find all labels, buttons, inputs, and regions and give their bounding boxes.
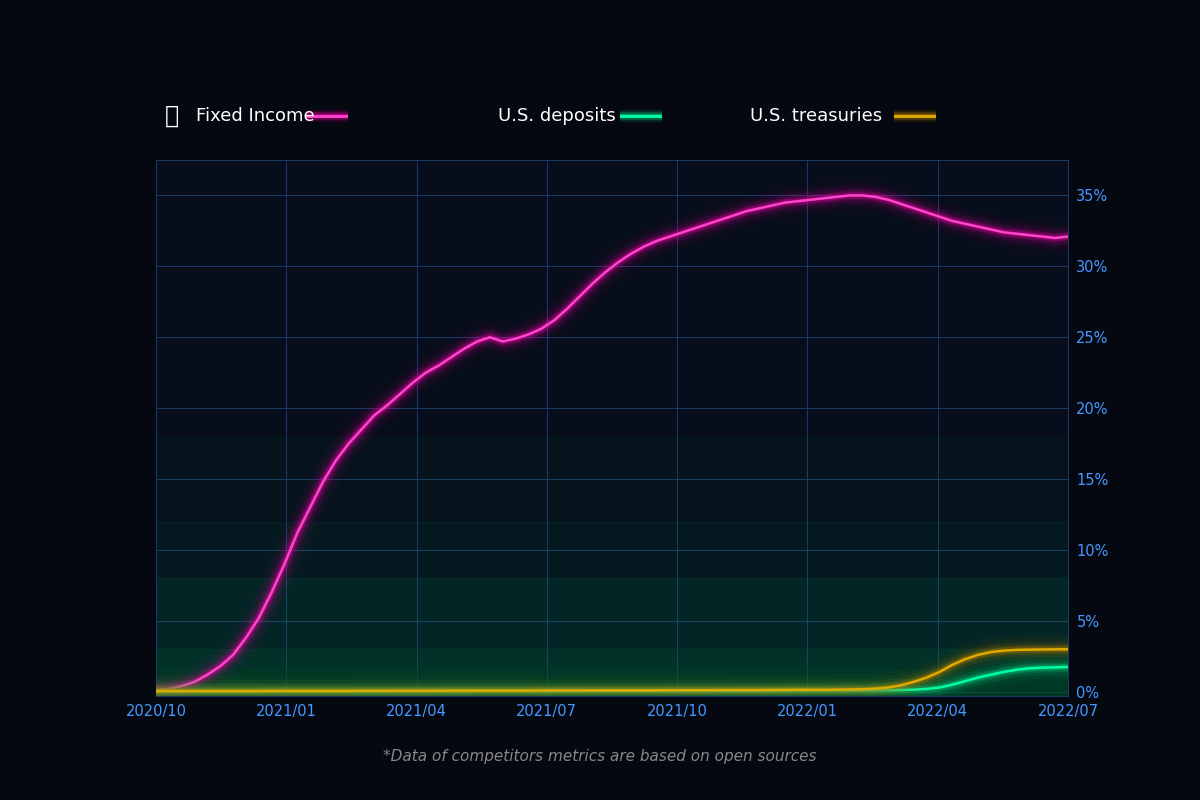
Text: U.S. treasuries: U.S. treasuries — [750, 107, 882, 125]
Text: Fixed Income: Fixed Income — [196, 107, 314, 125]
Text: Ⓢ: Ⓢ — [164, 104, 179, 128]
Text: *Data of competitors metrics are based on open sources: *Data of competitors metrics are based o… — [383, 749, 817, 763]
Text: U.S. deposits: U.S. deposits — [498, 107, 616, 125]
